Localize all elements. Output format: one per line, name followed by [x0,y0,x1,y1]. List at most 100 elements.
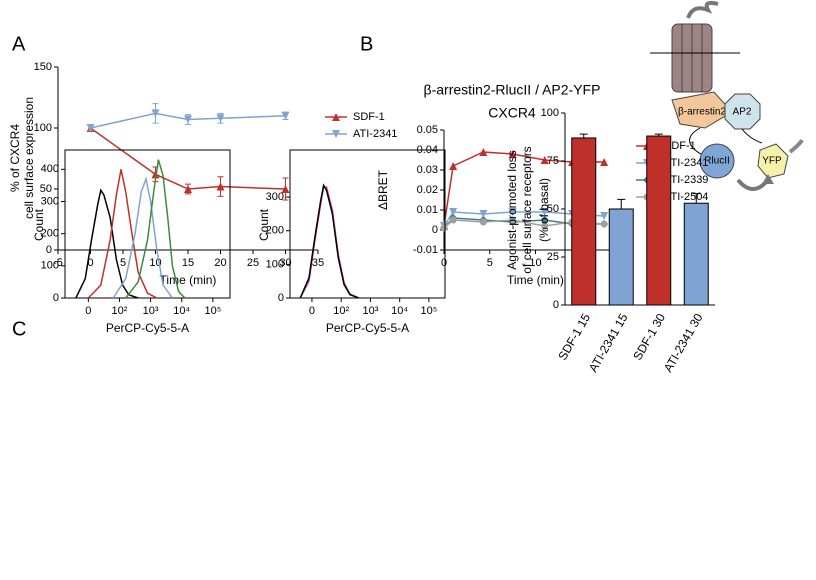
marker [281,185,290,193]
x-tick-label: 0 [87,257,93,269]
x-tick-label: 10⁴ [391,305,408,317]
x-tick-label: 10⁵ [204,305,221,317]
y-axis-label: Count [257,208,271,241]
diagram-label: β-arrestin2 [678,107,726,118]
diagram-label: YFP [762,156,782,167]
plot-frame [64,149,231,299]
chart-title: β-arrestin2-RlucII / AP2-YFP [424,82,601,98]
marker [332,130,340,138]
x-tick-label: 25 [247,257,259,269]
x-tick-label: SDF-1 15 [555,311,593,363]
y-tick-label: 100 [34,122,52,134]
y-tick-label: 25 [547,251,559,263]
marker [449,162,458,170]
bar [571,137,597,306]
bar [683,202,709,306]
marker [281,111,290,120]
marker [151,170,160,179]
x-tick-label: 30 [279,257,291,269]
x-axis-label: Time (min) [160,273,217,287]
y-tick-label: 0 [553,299,559,311]
x-tick-label: 0 [441,257,447,269]
y-tick-label: 400 [41,163,59,175]
x-tick-label: 0 [85,305,91,317]
x-axis-label: Time (min) [507,273,564,287]
y-tick-label: 0 [278,292,284,304]
diagram-label: RlucII [704,156,730,167]
y-tick-label: 0.02 [417,184,438,196]
y-tick-label: 300 [41,195,59,207]
bar [608,208,634,306]
plot-frame [289,149,446,299]
panel-label: B [360,33,373,55]
marker [509,216,517,224]
marker [600,158,609,166]
y-tick-label: 0.03 [417,164,438,176]
y-tick-label: 0 [432,224,438,236]
legend-label: ATI-2339 [664,174,708,186]
schematic: β-arrestin2 AP2 RlucII YFP [650,0,804,191]
legend-label: ATI-2341 [664,157,708,169]
y-tick-label: 100 [541,107,559,119]
marker [508,150,517,158]
x-tick-label: ATI-2341 30 [661,311,706,375]
marker [449,216,457,224]
legend-label: SDF-1 [664,140,696,152]
panel-label: C [12,318,26,340]
marker [332,113,340,121]
x-tick-label: SDF-1 30 [630,311,668,363]
marker [540,208,549,216]
y-tick-label: 100 [266,258,284,270]
y-tick-label: 200 [266,225,284,237]
legend-label: SDF-1 [353,111,385,123]
error-bar [654,133,663,137]
y-tick-label: 150 [34,61,52,73]
histogram-curve [75,188,139,299]
bar [646,135,672,306]
y-tick-label: 200 [41,228,59,240]
y-axis-label: (% of basal) [537,178,551,242]
x-tick-label: 20 [214,257,226,269]
x-axis-label: PerCP-Cy5-5-A [326,321,409,335]
marker [508,208,517,216]
x-tick-label: 10² [333,305,349,317]
x-tick-label: 15 [182,257,194,269]
y-axis-label: of cell surface receptors [520,146,534,273]
legend-label: ATI-2341 [353,128,397,140]
marker [479,218,487,226]
marker [216,182,225,191]
x-tick-label: 10⁴ [173,305,190,317]
x-tick-label: 10² [112,305,128,317]
x-tick-label: -5 [53,257,63,269]
chart-subtitle: CXCR4 [488,105,536,121]
marker [184,185,192,193]
y-tick-label: 0 [46,244,52,256]
marker [184,115,192,124]
x-tick-label: 5 [120,257,126,269]
x-tick-label: 35 [312,257,324,269]
error-bar [579,133,588,138]
error-bar [692,193,701,204]
x-tick-label: 5 [487,257,493,269]
x-axis-label: PerCP-Cy5-5-A [106,321,189,335]
x-tick-label: 0 [309,305,315,317]
marker [479,210,488,218]
y-tick-label: 100 [41,260,59,272]
marker [449,208,458,216]
panel-label: A [12,33,26,55]
x-tick-label: 10³ [143,305,159,317]
histogram-curve [87,169,158,299]
marker [540,156,549,164]
y-tick-label: -0.01 [413,244,438,256]
marker [216,114,225,123]
x-tick-label: 10⁵ [421,305,438,317]
histogram-curve [125,159,186,299]
error-bar [617,198,626,209]
y-tick-label: 0.05 [417,124,438,136]
y-tick-label: 50 [40,183,52,195]
x-tick-label: 10³ [362,305,378,317]
marker [540,216,549,224]
y-tick-label: 0 [53,292,59,304]
y-tick-label: 300 [266,191,284,203]
marker [479,148,488,156]
